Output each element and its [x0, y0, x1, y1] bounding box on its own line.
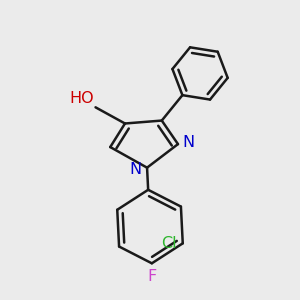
Text: N: N	[129, 162, 141, 177]
Text: HO: HO	[69, 91, 94, 106]
Text: N: N	[182, 135, 194, 150]
Text: Cl: Cl	[161, 236, 177, 251]
Text: F: F	[147, 269, 157, 284]
